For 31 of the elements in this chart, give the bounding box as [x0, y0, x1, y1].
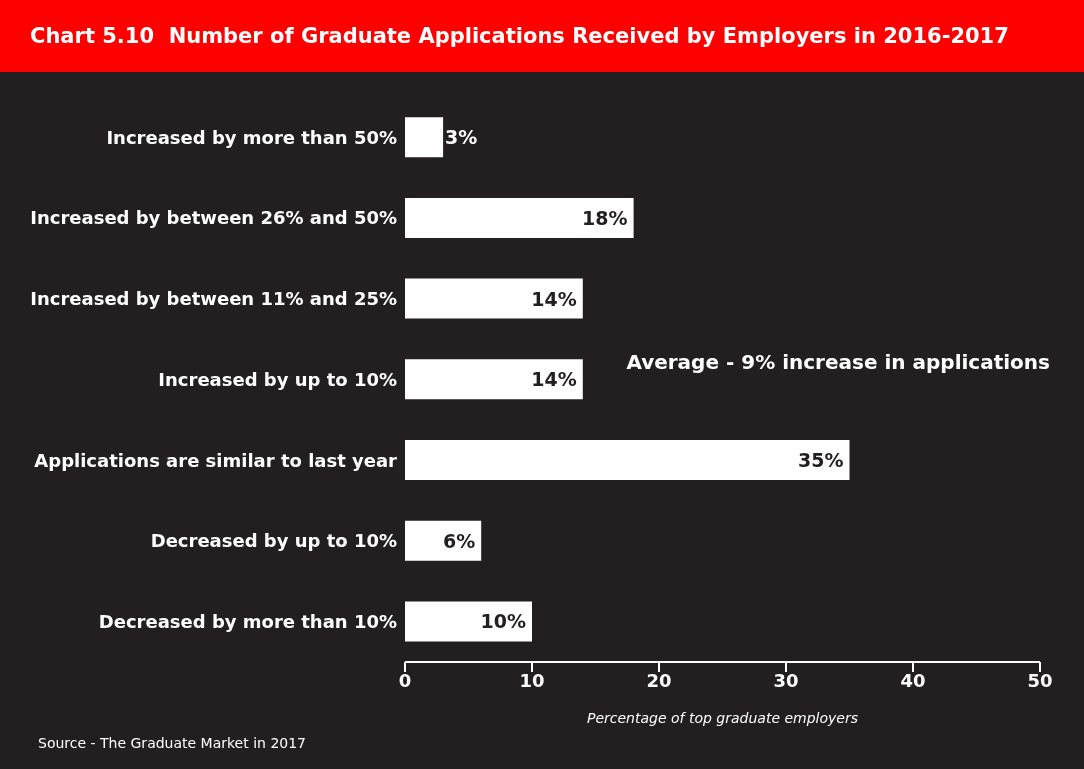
x-tick-label: 50: [1027, 669, 1053, 691]
bar: [405, 440, 850, 481]
x-tick-label: 10: [519, 669, 545, 691]
x-tick-label: 20: [646, 669, 672, 691]
source-note: Source - The Graduate Market in 2017: [38, 735, 307, 751]
y-tick-label: Increased by more than 50%: [106, 126, 397, 148]
y-tick-label: Decreased by up to 10%: [150, 530, 397, 552]
data-label: 18%: [582, 206, 628, 229]
bar: [405, 197, 634, 238]
bar: [405, 117, 444, 158]
y-tick-label: Decreased by more than 10%: [98, 611, 397, 633]
data-label: 14%: [531, 368, 577, 391]
chart-title: Chart 5.10 Number of Graduate Applications Received by Employers in 2016-2017: [0, 0, 1084, 72]
y-tick-label: Increased by between 11% and 25%: [30, 288, 397, 310]
x-tick-label: 30: [773, 669, 799, 691]
bar: [405, 520, 482, 561]
data-label: 3%: [445, 126, 478, 149]
y-tick-label: Increased by up to 10%: [158, 368, 397, 390]
data-label: 35%: [798, 449, 844, 472]
y-tick-label: Increased by between 26% and 50%: [30, 207, 397, 229]
data-label: 10%: [480, 610, 526, 633]
bar: [405, 359, 583, 400]
bar: [405, 278, 583, 319]
data-label: 6%: [442, 529, 476, 552]
x-tick-label: 40: [900, 669, 926, 691]
x-tick-label: 0: [398, 669, 412, 691]
data-label: 14%: [531, 287, 577, 310]
bar: [405, 601, 532, 642]
annotation: Average - 9% increase in applications: [626, 350, 1050, 374]
y-tick-label: Applications are similar to last year: [34, 449, 398, 471]
x-axis-title: Percentage of top graduate employers: [586, 710, 859, 726]
